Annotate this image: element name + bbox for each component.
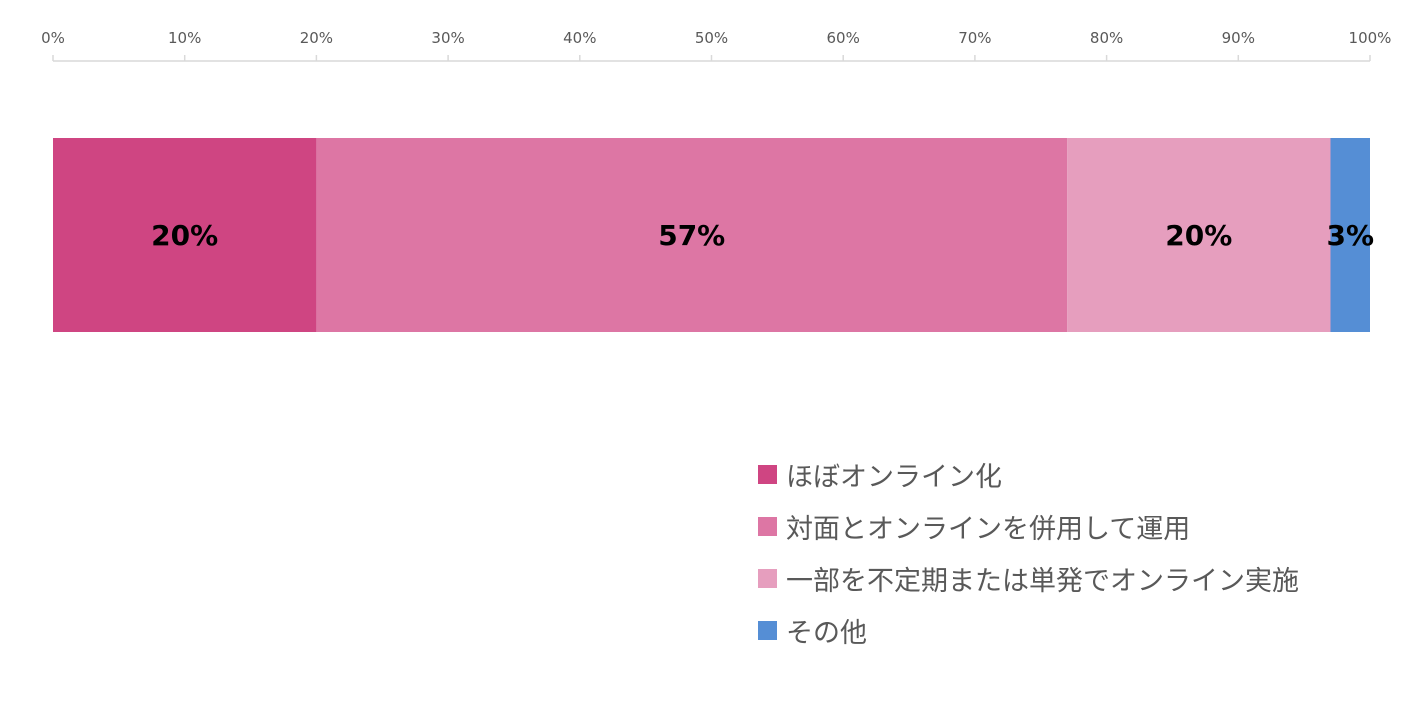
legend-swatch: [758, 516, 777, 536]
x-tick-label: 0%: [41, 29, 65, 47]
x-tick-label: 20%: [300, 29, 333, 47]
legend-swatch: [758, 568, 777, 588]
legend-swatch: [758, 620, 777, 640]
data-label: 57%: [658, 219, 725, 252]
data-label: 20%: [1165, 219, 1232, 252]
legend-item: 対面とオンラインを併用して運用: [758, 500, 1299, 552]
legend-label: 一部を不定期または単発でオンライン実施: [786, 565, 1299, 597]
legend-item: その他: [758, 604, 1299, 656]
x-tick-label: 90%: [1222, 29, 1255, 47]
bar-segment: [53, 138, 317, 332]
legend-label: ほぼオンライン化: [786, 461, 1002, 493]
x-tick-label: 30%: [431, 29, 464, 47]
bar-segment: [316, 138, 1068, 332]
legend-label: 対面とオンラインを併用して運用: [786, 513, 1191, 545]
x-tick-label: 50%: [695, 29, 728, 47]
x-axis: 0% 10% 20% 30% 40% 50% 60% 70% 80% 90% 100%: [41, 29, 1392, 62]
x-tick-label: 100%: [1349, 29, 1392, 47]
legend: ほぼオンライン化対面とオンラインを併用して運用一部を不定期または単発でオンライン…: [758, 448, 1299, 656]
data-label: 3%: [1326, 219, 1374, 252]
x-tick-label: 60%: [827, 29, 860, 47]
x-tick-label: 40%: [563, 29, 596, 47]
x-tick-label: 70%: [958, 29, 991, 47]
x-tick-label: 10%: [168, 29, 201, 47]
bar-segments: [53, 138, 1370, 332]
data-label: 20%: [151, 219, 218, 252]
x-tick-label: 80%: [1090, 29, 1123, 47]
legend-item: ほぼオンライン化: [758, 448, 1299, 500]
legend-label: その他: [786, 617, 867, 649]
bar-segment: [1330, 138, 1370, 332]
legend-item: 一部を不定期または単発でオンライン実施: [758, 552, 1299, 604]
legend-swatch: [758, 464, 777, 484]
bar-segment: [1067, 138, 1331, 332]
data-labels: 20% 57% 20% 3%: [151, 219, 1374, 252]
